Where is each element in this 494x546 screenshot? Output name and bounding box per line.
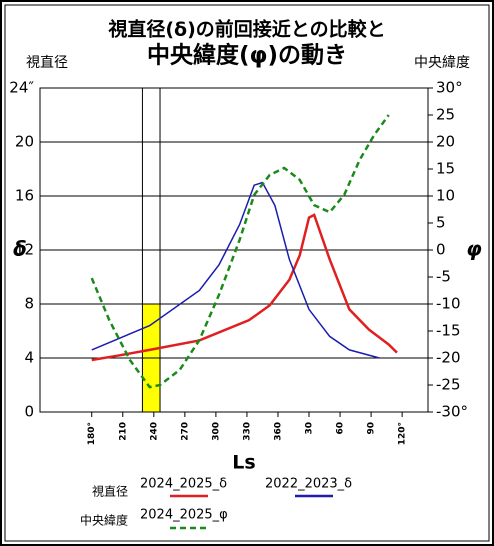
x-tick-label: 90 [367, 422, 377, 435]
chart-title: 中央緯度(φ)の動き [147, 42, 347, 69]
y2-tick-label: 10 [436, 187, 455, 205]
x-tick-label: 300 [211, 422, 221, 441]
x-label: Ls [232, 452, 255, 474]
y2-tick-label: 5 [436, 214, 446, 232]
x-tick-label: 60 [336, 422, 346, 435]
legend-label: 2024_2025_δ [140, 477, 227, 492]
y2-tick-label: -10 [436, 295, 461, 313]
y-tick-label: 12 [15, 241, 34, 259]
x-tick-label: 240 [149, 422, 159, 441]
y2-tick-label: 25 [436, 106, 455, 124]
plot-border [39, 87, 429, 413]
x-tick-label: 360 [273, 422, 283, 441]
y-label: δ [13, 237, 27, 261]
legend-label: 2022_2023_δ [265, 477, 352, 492]
legend-group: 視直径 [92, 484, 128, 499]
y-tick-label: 4 [24, 349, 34, 367]
series-line [91, 213, 398, 362]
chart-title: 視直径(δ)の前回接近との比較と [107, 18, 385, 41]
legend-group: 中央緯度 [80, 513, 128, 528]
x-tick-label: 30 [305, 422, 315, 435]
y-tick-label: 16 [15, 187, 34, 205]
legend-label: 2024_2025_φ [140, 508, 228, 523]
y2-tick-label: -30° [436, 403, 468, 421]
x-tick-label: 330 [242, 422, 252, 441]
y2-tick-label: 0 [436, 241, 446, 259]
series-line [90, 114, 390, 389]
x-tick-label: 210 [118, 422, 128, 441]
y2-tick-label: -20 [436, 349, 461, 367]
y2-tick-label: 20 [436, 133, 455, 151]
x-tick-label: 120° [398, 422, 408, 445]
inner-frame [4, 4, 490, 542]
y2-tick-label: 15 [436, 160, 455, 178]
y2-label: φ [466, 237, 482, 261]
y2-title: 中央緯度 [414, 55, 470, 71]
y-tick-label: 24″ [9, 79, 34, 97]
y2-tick-label: -5 [436, 268, 451, 286]
y-title: 視直径 [26, 54, 68, 71]
y2-tick-label: 30° [436, 79, 463, 97]
y2-tick-label: -25 [436, 376, 461, 394]
x-tick-label: 270 [180, 422, 190, 441]
y2-tick-label: -15 [436, 322, 461, 340]
x-tick-label: 180° [87, 422, 97, 445]
y-tick-label: 8 [24, 295, 34, 313]
y-tick-label: 0 [24, 403, 34, 421]
y-tick-label: 20 [15, 133, 34, 151]
